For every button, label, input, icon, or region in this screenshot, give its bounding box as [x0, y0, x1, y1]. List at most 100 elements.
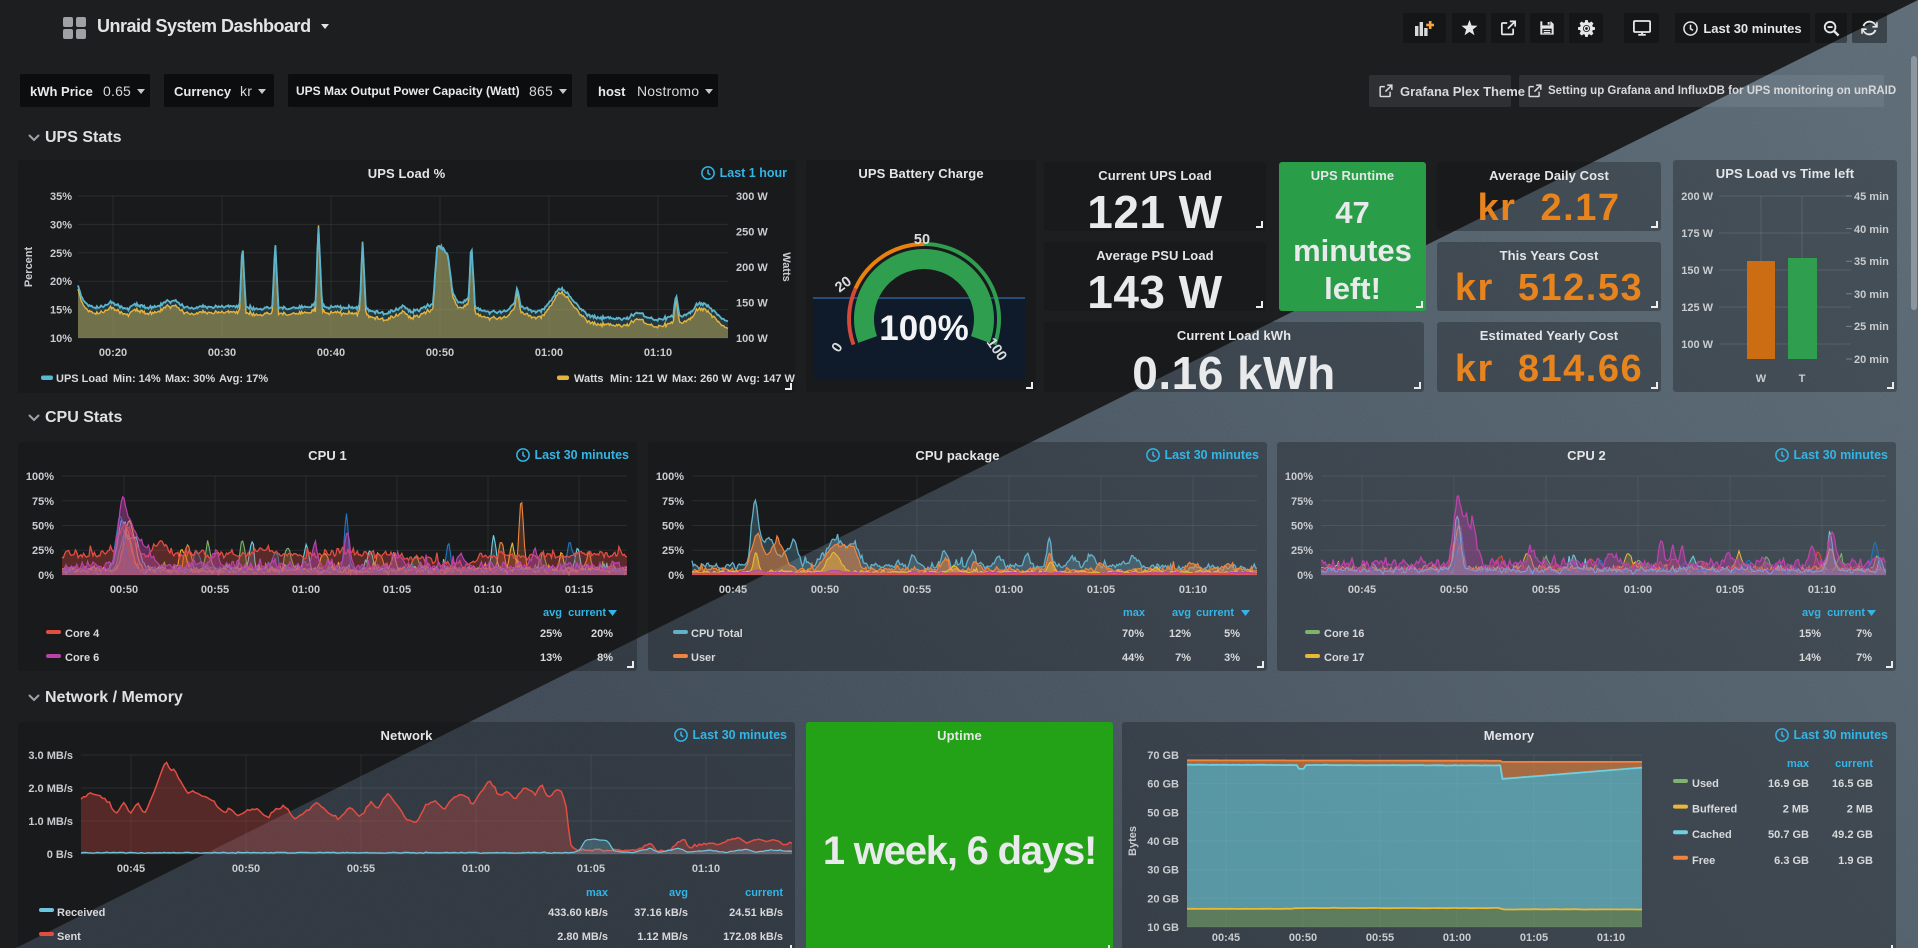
svg-text:50.7 GB: 50.7 GB: [1768, 829, 1809, 841]
svg-text:avg: avg: [1802, 607, 1821, 619]
svg-text:75%: 75%: [32, 496, 54, 508]
svg-text:Core 6: Core 6: [65, 652, 99, 664]
svg-text:Avg: 17%: Avg: 17%: [219, 373, 268, 385]
svg-text:00:45: 00:45: [1348, 584, 1376, 596]
svg-text:70 GB: 70 GB: [1147, 750, 1179, 762]
svg-text:8%: 8%: [597, 652, 613, 664]
svg-text:Max: 30%: Max: 30%: [165, 373, 215, 385]
svg-text:172.08 kB/s: 172.08 kB/s: [723, 931, 783, 943]
svg-text:01:05: 01:05: [1087, 584, 1115, 596]
svg-text:01:10: 01:10: [1808, 584, 1836, 596]
svg-text:current: current: [568, 607, 606, 619]
svg-text:40 min: 40 min: [1854, 224, 1889, 236]
svg-text:16.9 GB: 16.9 GB: [1768, 778, 1809, 790]
svg-text:2 MB: 2 MB: [1783, 804, 1809, 816]
svg-text:01:00: 01:00: [535, 347, 563, 359]
svg-text:30 min: 30 min: [1854, 289, 1889, 301]
svg-text:25%: 25%: [1291, 545, 1313, 557]
svg-text:00:40: 00:40: [317, 347, 345, 359]
svg-text:Watts: Watts: [780, 252, 792, 282]
svg-text:Min: 121 W: Min: 121 W: [610, 373, 668, 385]
svg-text:6.3 GB: 6.3 GB: [1774, 855, 1809, 867]
svg-text:1.12 MB/s: 1.12 MB/s: [637, 931, 688, 943]
svg-text:01:00: 01:00: [462, 863, 490, 875]
svg-text:00:50: 00:50: [1289, 932, 1317, 944]
svg-text:15%: 15%: [50, 305, 72, 317]
svg-text:20%: 20%: [50, 276, 72, 288]
svg-text:01:00: 01:00: [1624, 584, 1652, 596]
svg-text:2.0 MB/s: 2.0 MB/s: [28, 783, 73, 795]
svg-text:16.5 GB: 16.5 GB: [1832, 778, 1873, 790]
svg-text:avg: avg: [1172, 607, 1191, 619]
svg-text:3%: 3%: [1224, 652, 1240, 664]
svg-text:175 W: 175 W: [1681, 228, 1713, 240]
svg-text:00:50: 00:50: [232, 863, 260, 875]
svg-text:0%: 0%: [1297, 570, 1313, 582]
svg-text:01:10: 01:10: [474, 584, 502, 596]
svg-text:100 W: 100 W: [736, 333, 768, 345]
svg-text:15%: 15%: [1799, 628, 1821, 640]
svg-text:1.0 MB/s: 1.0 MB/s: [28, 816, 73, 828]
svg-text:UPS Load: UPS Load: [56, 373, 108, 385]
svg-text:12%: 12%: [1169, 628, 1191, 640]
svg-text:Sent: Sent: [57, 931, 81, 943]
svg-text:01:00: 01:00: [995, 584, 1023, 596]
svg-text:14%: 14%: [1799, 652, 1821, 664]
svg-text:avg: avg: [543, 607, 562, 619]
svg-text:current: current: [1835, 758, 1873, 770]
svg-text:35 min: 35 min: [1854, 256, 1889, 268]
svg-text:Core 4: Core 4: [65, 628, 100, 640]
svg-text:13%: 13%: [540, 652, 562, 664]
svg-text:24.51 kB/s: 24.51 kB/s: [729, 907, 783, 919]
svg-text:25%: 25%: [662, 545, 684, 557]
svg-text:20%: 20%: [591, 628, 613, 640]
svg-text:7%: 7%: [1856, 652, 1872, 664]
svg-text:Min: 14%: Min: 14%: [113, 373, 161, 385]
svg-text:25%: 25%: [32, 545, 54, 557]
svg-text:250 W: 250 W: [736, 227, 768, 239]
svg-text:Free: Free: [1692, 855, 1715, 867]
svg-text:01:00: 01:00: [1443, 932, 1471, 944]
svg-text:01:05: 01:05: [383, 584, 411, 596]
svg-text:01:15: 01:15: [565, 584, 593, 596]
svg-text:User: User: [691, 652, 716, 664]
svg-text:current: current: [745, 887, 783, 899]
svg-text:Watts: Watts: [574, 373, 604, 385]
svg-text:20: 20: [832, 274, 855, 296]
svg-text:50: 50: [914, 232, 930, 248]
svg-text:CPU Total: CPU Total: [691, 628, 743, 640]
svg-text:44%: 44%: [1122, 652, 1144, 664]
svg-text:100%: 100%: [879, 309, 969, 348]
svg-text:100%: 100%: [26, 471, 54, 483]
svg-text:75%: 75%: [1291, 496, 1313, 508]
svg-text:200 W: 200 W: [1681, 191, 1713, 203]
svg-text:50 GB: 50 GB: [1147, 807, 1179, 819]
svg-text:5%: 5%: [1224, 628, 1240, 640]
svg-text:00:50: 00:50: [426, 347, 454, 359]
svg-text:3.0 MB/s: 3.0 MB/s: [28, 750, 73, 762]
svg-text:W: W: [1756, 373, 1767, 385]
svg-text:40 GB: 40 GB: [1147, 836, 1179, 848]
svg-text:00:30: 00:30: [208, 347, 236, 359]
svg-text:20 GB: 20 GB: [1147, 893, 1179, 905]
svg-text:01:00: 01:00: [292, 584, 320, 596]
svg-text:37.16 kB/s: 37.16 kB/s: [634, 907, 688, 919]
svg-text:Core 16: Core 16: [1324, 628, 1364, 640]
svg-text:00:55: 00:55: [347, 863, 375, 875]
svg-text:Max: 260 W: Max: 260 W: [672, 373, 733, 385]
svg-text:T: T: [1799, 373, 1806, 385]
svg-text:Avg: 147 W: Avg: 147 W: [736, 373, 795, 385]
svg-text:Bytes: Bytes: [1127, 826, 1139, 856]
svg-text:current: current: [1827, 607, 1865, 619]
svg-text:25 min: 25 min: [1854, 321, 1889, 333]
svg-text:60 GB: 60 GB: [1147, 779, 1179, 791]
svg-text:00:55: 00:55: [1532, 584, 1560, 596]
svg-text:max: max: [1787, 758, 1810, 770]
svg-text:00:45: 00:45: [117, 863, 145, 875]
svg-text:100 W: 100 W: [1681, 339, 1713, 351]
svg-text:00:55: 00:55: [903, 584, 931, 596]
svg-text:Core 17: Core 17: [1324, 652, 1364, 664]
svg-text:10 GB: 10 GB: [1147, 922, 1179, 934]
svg-text:45 min: 45 min: [1854, 191, 1889, 203]
svg-text:100%: 100%: [1285, 471, 1313, 483]
